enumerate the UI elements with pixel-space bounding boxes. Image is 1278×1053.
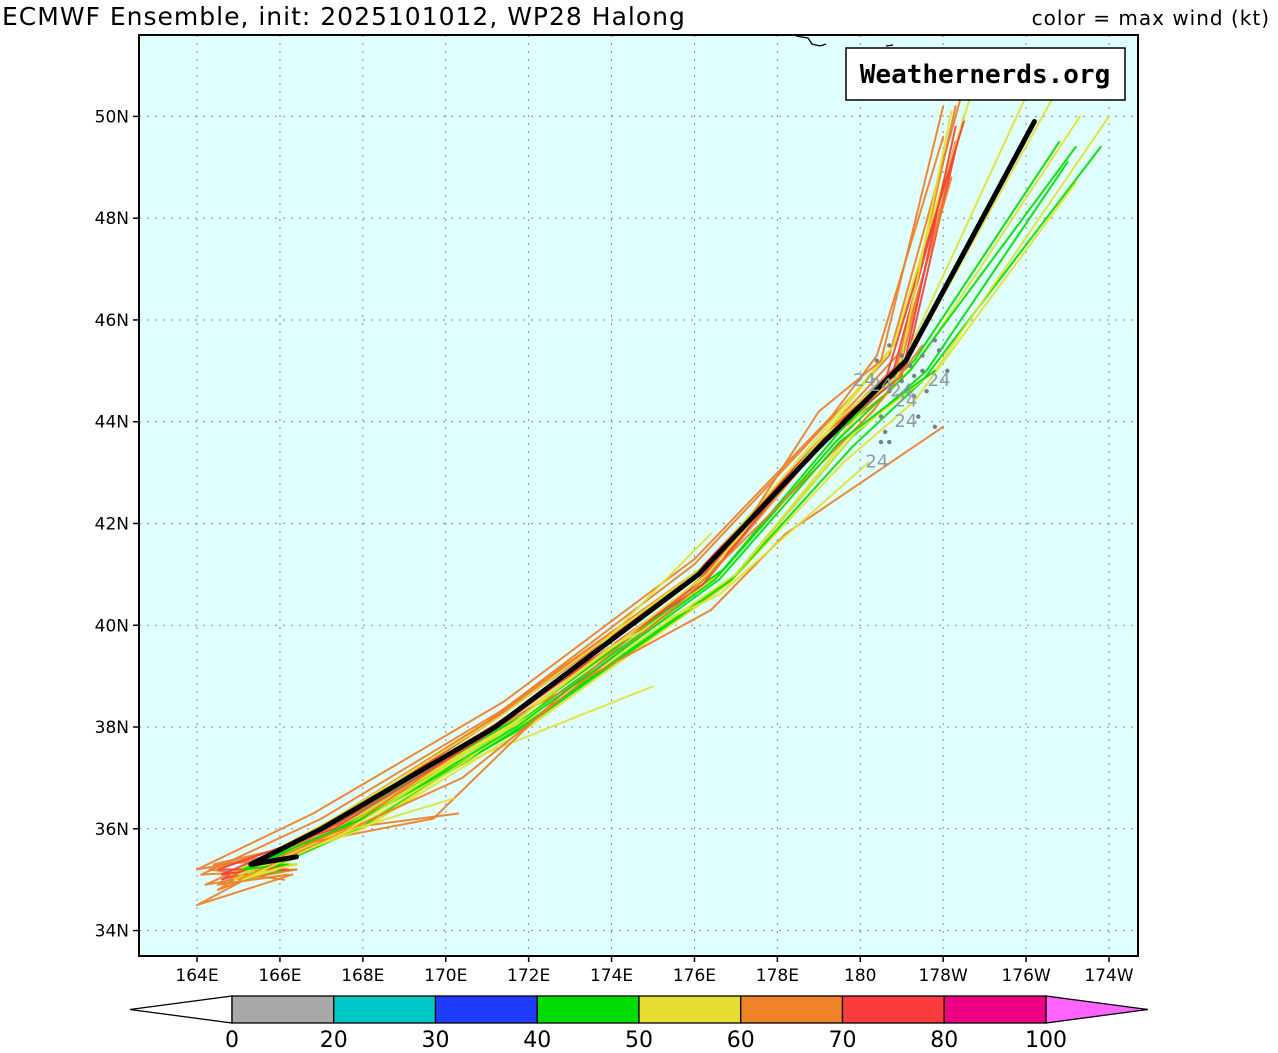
x-tick-label: 164E (175, 966, 218, 986)
colorbar-under-arrow (129, 995, 233, 1024)
hour-marker-dot (899, 378, 904, 384)
hour-marker-dot (887, 439, 892, 445)
hour-marker-dot (887, 388, 892, 394)
colorbar: 0 20 30 40 50 60 70 80 100 (129, 995, 1149, 1053)
hour-marker-dot (916, 414, 921, 419)
hour-marker-dot (911, 394, 917, 399)
colorbar-bin (841, 995, 945, 1024)
coastline-fragment (795, 35, 827, 47)
map-background (139, 35, 1138, 956)
y-tick-label: 38N (95, 718, 129, 738)
watermark-box: Weathernerds.org (845, 47, 1126, 101)
x-tick-label: 176E (673, 966, 716, 986)
map-frame (138, 34, 1139, 957)
colorbar-bin (943, 995, 1047, 1024)
colorbar-tick-label: 70 (829, 1028, 857, 1053)
colorbar-tick-label: 50 (625, 1028, 653, 1053)
colorbar-bin (231, 995, 335, 1024)
colorbar-bin (536, 995, 640, 1024)
x-tick-label: 178W (919, 966, 968, 986)
x-tick-label: 178E (756, 966, 799, 986)
ensemble-mean-track (248, 119, 1037, 867)
y-tick-label: 36N (95, 820, 129, 840)
hour-marker-dot (882, 429, 888, 435)
hour-marker-dot (878, 439, 884, 445)
ensemble-member-track (216, 812, 460, 886)
hour-marker-dot (920, 368, 925, 374)
x-tick-label: 174W (1084, 966, 1133, 986)
colorbar-bin (434, 995, 538, 1024)
colorbar-tick-label: 40 (523, 1028, 551, 1053)
colorbar-tick-label: 20 (320, 1028, 348, 1053)
colorbar-bin (333, 995, 437, 1024)
x-tick-label: 176W (1001, 966, 1050, 986)
hour-marker-dot (932, 338, 938, 343)
hour-marker-dot (936, 348, 942, 353)
x-tick-label: 166E (258, 966, 301, 986)
hour-marker-dot (920, 353, 925, 358)
chart-subtitle: color = max wind (kt) (1031, 6, 1270, 30)
hour-marker-dot (899, 353, 904, 358)
x-tick-label: 170E (424, 966, 467, 986)
grid-lines (139, 35, 1138, 956)
colorbar-tick-label: 80 (930, 1028, 958, 1053)
forecast-hour-label: 24 (890, 380, 913, 401)
y-tick-label: 46N (95, 311, 129, 331)
forecast-hour-label: 24 (870, 375, 893, 396)
forecast-hour-markers (874, 338, 950, 445)
x-tick-label: 174E (590, 966, 633, 986)
coastline (795, 35, 894, 47)
hour-marker-dot (911, 373, 917, 379)
watermark-text: Weathernerds.org (860, 60, 1110, 90)
ensemble-member-track (196, 135, 945, 871)
colorbar-tick-label: 30 (422, 1028, 450, 1053)
forecast-hour-label: 24 (865, 452, 888, 473)
forecast-hour-label: 24 (853, 370, 876, 391)
ensemble-member-track (237, 461, 870, 876)
hour-marker-dot (874, 358, 880, 363)
forecast-hour-label: 24 (894, 390, 917, 411)
ensemble-member-track (241, 110, 953, 881)
hour-marker-dot (887, 343, 892, 348)
y-tick-label: 42N (95, 514, 129, 534)
hour-marker-dot (924, 388, 929, 394)
mean-track-line (248, 119, 1037, 867)
hour-marker-dot (907, 363, 913, 368)
colorbar-bin (638, 995, 742, 1024)
colorbar-over-arrow (1045, 995, 1149, 1024)
y-axis-ticks: 34N 36N 38N 40N 42N 44N 46N 48N 50N (95, 107, 139, 942)
ensemble-member-track (237, 344, 924, 881)
chart-title: ECMWF Ensemble, init: 2025101012, WP28 H… (2, 2, 686, 31)
x-tick-label: 168E (341, 966, 384, 986)
forecast-hour-label: 24 (928, 370, 951, 391)
colorbar-bin (740, 995, 844, 1024)
forecast-hour-label: 24 (894, 411, 917, 432)
colorbar-tick-label: 100 (1025, 1028, 1067, 1053)
hour-marker-dot (945, 368, 950, 374)
x-axis-ticks: 164E 166E 168E 170E 172E 174E 176E 178E 180 178W 1… (175, 956, 1134, 986)
y-tick-label: 40N (95, 616, 129, 636)
ensemble-member-track (212, 105, 945, 866)
hour-marker-dot (878, 414, 884, 419)
y-tick-label: 48N (95, 209, 129, 229)
colorbar-tick-label: 60 (727, 1028, 755, 1053)
colorbar-tick-label: 0 (225, 1028, 239, 1053)
x-tick-label: 180 (844, 966, 876, 986)
y-tick-label: 34N (95, 922, 129, 942)
coastline-fragment (885, 44, 894, 47)
y-tick-label: 44N (95, 413, 129, 433)
y-tick-label: 50N (95, 107, 129, 127)
x-tick-label: 172E (507, 966, 550, 986)
hour-marker-dot (932, 424, 938, 430)
